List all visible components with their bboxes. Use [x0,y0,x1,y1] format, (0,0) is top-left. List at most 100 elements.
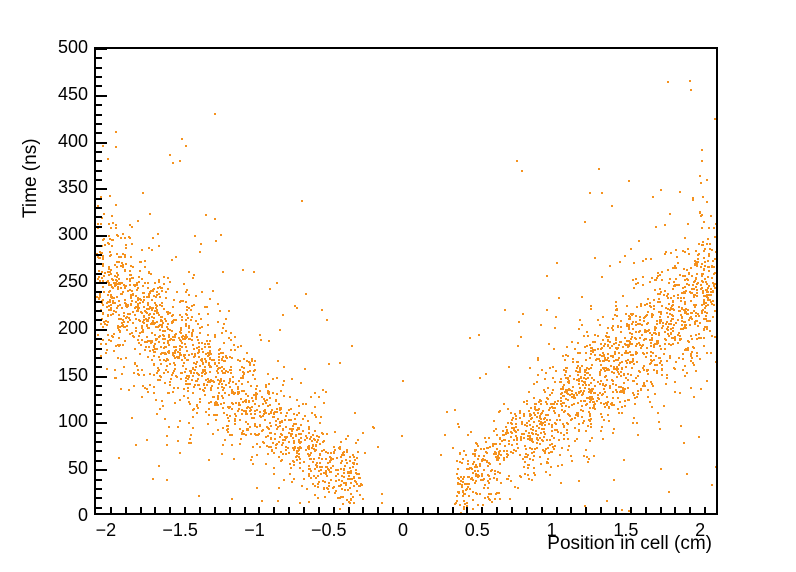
scatter-point [471,468,473,470]
scatter-point [588,391,590,393]
scatter-point [561,409,563,411]
scatter-point [193,386,195,388]
scatter-point [516,439,518,441]
scatter-point [560,388,562,390]
scatter-point [711,277,713,279]
scatter-point [159,304,161,306]
scatter-point [241,433,243,435]
scatter-point [339,362,341,364]
scatter-point [139,302,141,304]
scatter-point [567,399,569,401]
axis-tick-minor [125,507,127,513]
scatter-point [249,364,251,366]
scatter-point [208,380,210,382]
scatter-point [535,430,537,432]
scatter-point [681,317,683,319]
scatter-point [110,273,112,275]
scatter-point [259,424,261,426]
scatter-point [121,262,123,264]
scatter-point [317,486,319,488]
scatter-point [602,384,604,386]
scatter-point [230,372,232,374]
scatter-point [142,192,144,194]
scatter-point [345,482,347,484]
scatter-point [614,314,616,316]
scatter-point [702,244,704,246]
scatter-point [692,197,694,199]
scatter-point [703,303,705,305]
scatter-point [560,400,562,402]
scatter-point [519,475,521,477]
axis-tick-minor [96,170,102,172]
scatter-point [208,459,210,461]
scatter-point [160,319,162,321]
scatter-point [304,439,306,441]
scatter-point [693,310,695,312]
scatter-point [195,320,197,322]
scatter-point [573,395,575,397]
scatter-point [117,357,119,359]
scatter-point [103,213,105,215]
axis-tick-major [96,422,107,424]
scatter-point [639,323,641,325]
scatter-point [221,359,223,361]
scatter-point [554,327,556,329]
scatter-point [692,199,694,201]
scatter-point [636,396,638,398]
scatter-point [229,369,231,371]
scatter-point [707,304,709,306]
scatter-point [325,458,327,460]
scatter-point [690,387,692,389]
scatter-point [309,468,311,470]
scatter-point [151,332,153,334]
scatter-point [696,352,698,354]
scatter-point [349,502,351,504]
scatter-point [601,394,603,396]
axis-tick-minor [422,507,424,513]
scatter-point [184,371,186,373]
scatter-point [342,496,344,498]
scatter-point [238,408,240,410]
scatter-point [637,323,639,325]
scatter-point [381,502,383,504]
scatter-point [276,443,278,445]
scatter-point [635,353,637,355]
scatter-point [241,366,243,368]
scatter-point [545,401,547,403]
scatter-point [597,397,599,399]
scatter-point [560,378,562,380]
scatter-point [590,353,592,355]
scatter-point [547,447,549,449]
scatter-point [650,351,652,353]
scatter-point [584,505,586,507]
scatter-point [603,388,605,390]
scatter-point [148,271,150,273]
scatter-point [305,449,307,451]
scatter-point [613,366,615,368]
scatter-point [150,273,152,275]
axis-tick-minor [96,488,102,490]
scatter-point [457,468,459,470]
scatter-point [97,334,99,336]
scatter-point [179,352,181,354]
scatter-point [619,261,621,263]
scatter-point [201,291,203,293]
scatter-point [140,261,142,263]
scatter-point [191,335,193,337]
scatter-point [169,384,171,386]
scatter-point [315,464,317,466]
scatter-point [643,320,645,322]
scatter-point [602,316,604,318]
scatter-point [198,495,200,497]
scatter-point [479,465,481,467]
scatter-point [110,254,112,256]
scatter-point [277,360,279,362]
scatter-point [136,365,138,367]
scatter-point [237,410,239,412]
scatter-point [258,405,260,407]
scatter-point [233,458,235,460]
scatter-point [167,328,169,330]
scatter-point [182,335,184,337]
scatter-point [298,449,300,451]
scatter-point [533,472,535,474]
